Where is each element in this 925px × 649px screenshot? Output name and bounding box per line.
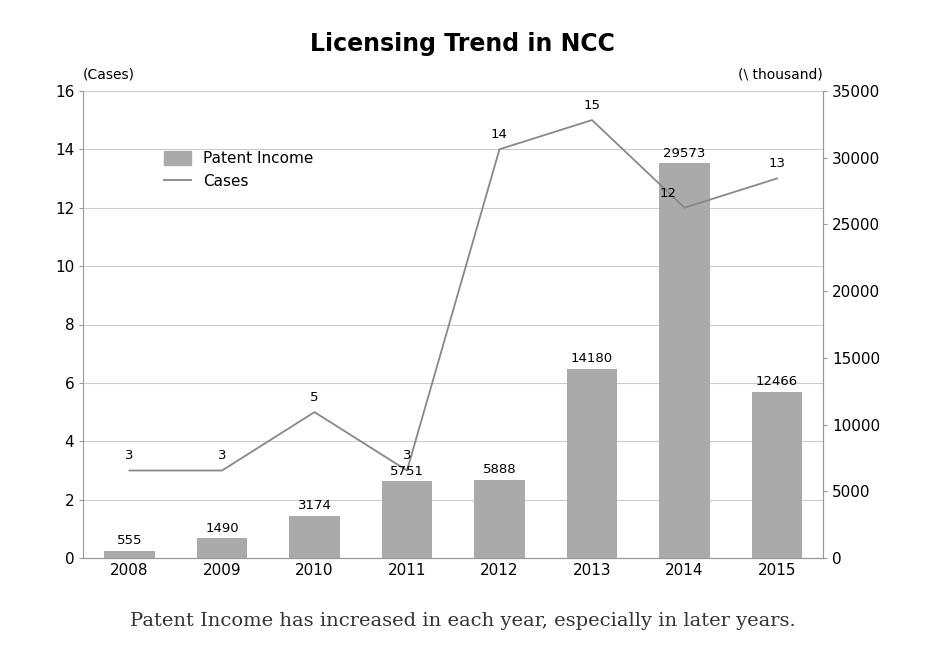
Text: 15: 15 (584, 99, 600, 112)
Text: 555: 555 (117, 534, 142, 547)
Text: 13: 13 (769, 157, 785, 170)
Text: 3: 3 (217, 449, 227, 462)
Text: 1490: 1490 (205, 522, 239, 535)
Text: (\ thousand): (\ thousand) (738, 67, 823, 81)
Text: 3174: 3174 (298, 499, 331, 512)
Bar (289, 516, 340, 558)
Text: 5751: 5751 (390, 465, 424, 478)
Bar (474, 480, 525, 558)
Bar (382, 482, 433, 558)
Text: Licensing Trend in NCC: Licensing Trend in NCC (310, 32, 615, 56)
Bar (566, 369, 618, 558)
Legend: Patent Income, Cases: Patent Income, Cases (157, 145, 320, 195)
Text: 3: 3 (402, 449, 412, 462)
Bar (659, 164, 710, 558)
Text: 5: 5 (310, 391, 319, 404)
Bar (104, 551, 155, 558)
Text: 14: 14 (491, 128, 508, 141)
Text: 5888: 5888 (483, 463, 516, 476)
Text: 12466: 12466 (756, 375, 798, 388)
Text: 3: 3 (125, 449, 134, 462)
Bar (751, 392, 803, 558)
Bar (196, 538, 248, 558)
Text: 12: 12 (660, 186, 676, 199)
Text: 29573: 29573 (663, 147, 706, 160)
Text: (Cases): (Cases) (83, 67, 135, 81)
Text: 14180: 14180 (571, 352, 613, 365)
Text: Patent Income has increased in each year, especially in later years.: Patent Income has increased in each year… (130, 611, 796, 630)
